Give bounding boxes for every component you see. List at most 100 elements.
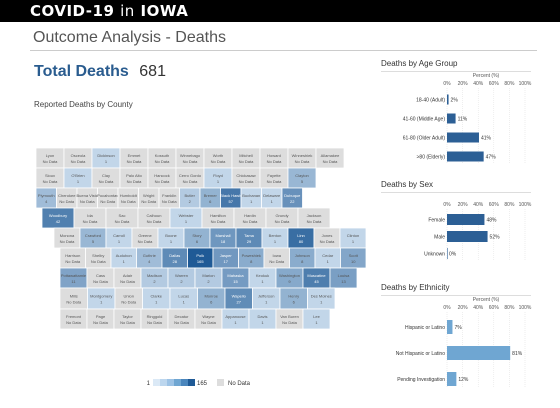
county-name: Union	[124, 294, 134, 299]
